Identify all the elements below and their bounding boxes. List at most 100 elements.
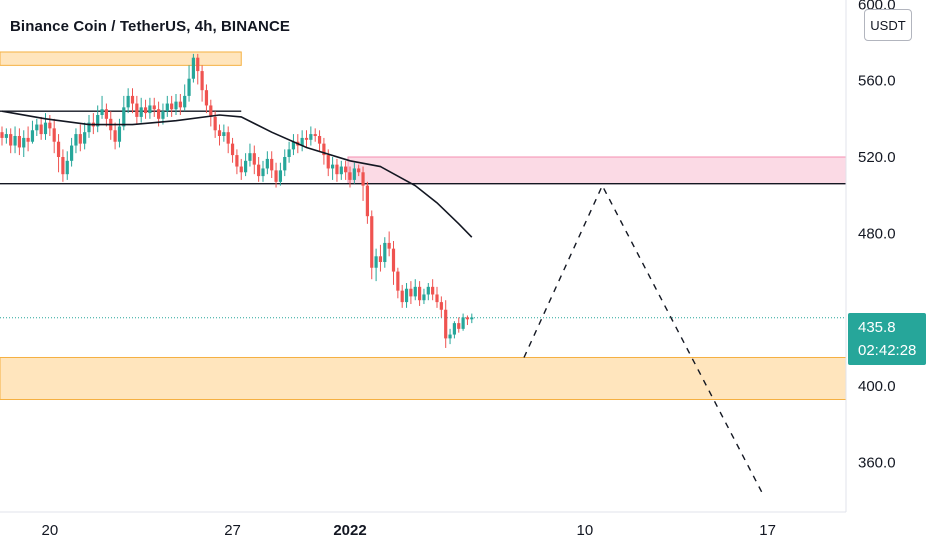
zones-layer — [0, 51, 847, 400]
plot-area — [0, 0, 846, 512]
candle-body — [78, 134, 82, 144]
candle-body — [409, 288, 413, 297]
candle-body — [326, 155, 330, 169]
candle-body — [87, 122, 91, 133]
x-tick-label: 20 — [42, 522, 59, 539]
candle-body — [248, 153, 252, 161]
candle-body — [148, 105, 152, 114]
candle-body — [357, 168, 361, 173]
candle-body — [30, 130, 35, 142]
candle-body — [322, 143, 326, 156]
top-resistance-zone — [0, 51, 242, 66]
candle-body — [396, 271, 400, 291]
candle-body — [187, 78, 191, 96]
y-tick-label: 400.0 — [858, 378, 896, 395]
candle-body — [278, 170, 282, 182]
candle-body — [65, 160, 69, 175]
candle-body — [13, 135, 17, 146]
candle-body — [348, 172, 352, 180]
candle-body — [74, 134, 78, 146]
bar-countdown: 02:42:28 — [858, 342, 917, 359]
candle-body — [361, 172, 365, 186]
candle-body — [196, 57, 200, 72]
candle-body — [287, 149, 291, 158]
candle-body — [261, 168, 265, 177]
candle-body — [130, 95, 135, 104]
candle-body — [457, 323, 461, 329]
candle-body — [274, 170, 278, 182]
candle-body — [391, 248, 396, 272]
candle-body — [383, 242, 387, 263]
demand-zone — [0, 356, 847, 400]
candle-body — [161, 111, 165, 119]
projection-layer — [523, 184, 764, 496]
x-tick-label: 2022 — [333, 522, 366, 539]
candle-body — [39, 124, 43, 135]
candle-body — [135, 103, 139, 117]
candle-body — [387, 242, 391, 249]
candle-body — [152, 105, 156, 110]
candle-body — [157, 109, 161, 119]
candle-body — [378, 256, 383, 263]
candle-body — [304, 137, 309, 140]
chart-background — [0, 0, 846, 512]
candle-body — [452, 323, 456, 335]
candle-body — [96, 114, 100, 127]
candle-body — [230, 143, 235, 156]
candles-layer — [0, 53, 474, 348]
moving-average-line — [1, 110, 473, 238]
candle-body — [222, 132, 226, 136]
candle-body — [283, 157, 287, 171]
candle-body — [191, 57, 195, 79]
candle-body — [309, 134, 313, 140]
candle-body — [239, 166, 243, 173]
candle-body — [365, 185, 369, 217]
candle-body — [291, 141, 296, 150]
chart-title: Binance Coin / TetherUS, 4h, BINANCE — [10, 18, 291, 35]
candle-body — [143, 107, 148, 114]
candle-body — [235, 155, 239, 167]
candle-body — [17, 135, 21, 148]
y-tick-label: 360.0 — [858, 455, 896, 472]
candle-body — [170, 103, 174, 110]
candle-body — [139, 107, 143, 117]
candle-body — [217, 130, 222, 136]
currency-button[interactable]: USDT — [864, 9, 912, 41]
candle-body — [26, 137, 30, 142]
candle-body — [352, 168, 356, 180]
candle-body — [265, 158, 269, 169]
candle-body — [470, 317, 474, 320]
candle-body — [374, 256, 378, 268]
candle-body — [426, 286, 430, 295]
candle-body — [183, 95, 187, 108]
candle-body — [422, 294, 426, 301]
candle-body — [200, 71, 204, 91]
y-tick-label: 520.0 — [858, 149, 896, 166]
x-tick-label: 17 — [759, 522, 776, 539]
x-tick-label: 27 — [224, 522, 241, 539]
candle-body — [165, 103, 169, 112]
candle-body — [339, 166, 343, 175]
moving-average-layer — [1, 110, 473, 238]
candle-body — [61, 157, 65, 175]
candle-body — [52, 128, 56, 142]
candle-body — [448, 334, 452, 339]
candle-body — [70, 145, 74, 161]
candle-body — [4, 134, 8, 138]
candle-body — [313, 134, 317, 136]
candle-body — [244, 160, 248, 173]
candle-body — [439, 302, 443, 310]
candle-body — [370, 216, 374, 268]
candle-body — [113, 130, 117, 142]
candle-body — [400, 290, 404, 303]
candle-body — [100, 109, 104, 115]
current-price-tag: 435.8 02:42:28 — [848, 313, 926, 365]
candle-body — [465, 317, 470, 320]
projection-path — [523, 184, 764, 496]
candle-body — [413, 286, 417, 297]
candle-body — [270, 158, 274, 171]
candle-body — [317, 135, 322, 144]
candle-body — [0, 132, 4, 138]
